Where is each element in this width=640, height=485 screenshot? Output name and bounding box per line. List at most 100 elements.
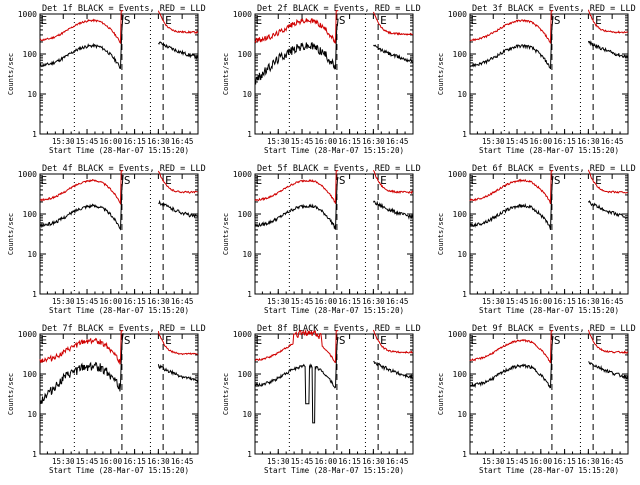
events-series-line-post bbox=[587, 40, 629, 59]
event-marker-S: S bbox=[124, 174, 131, 187]
x-tick-label: 16:15 bbox=[123, 137, 146, 146]
panel-title: Det 5f BLACK = Events, RED = LLD bbox=[257, 164, 421, 174]
x-axis-label: Start Time (28-Mar-07 15:15:20) bbox=[479, 306, 619, 315]
y-tick-label: 100 bbox=[453, 50, 468, 59]
events-series-line bbox=[469, 15, 554, 70]
x-tick-label: 16:15 bbox=[123, 297, 146, 306]
x-tick-label: 15:30 bbox=[482, 137, 505, 146]
y-tick-label: 1 bbox=[32, 290, 37, 299]
lld-series-line-post bbox=[587, 169, 628, 194]
y-tick-label: 1 bbox=[247, 450, 252, 459]
event-marker-E: E bbox=[255, 334, 262, 347]
event-marker-E: E bbox=[470, 334, 477, 347]
event-marker-E: E bbox=[595, 334, 602, 347]
lld-series-line bbox=[469, 10, 554, 44]
x-tick-label: 16:45 bbox=[601, 137, 624, 146]
y-tick-label: 10 bbox=[27, 410, 37, 419]
x-tick-label: 15:45 bbox=[291, 137, 314, 146]
panel-title: Det 6f BLACK = Events, RED = LLD bbox=[472, 164, 636, 174]
y-tick-label: 10 bbox=[27, 250, 37, 259]
x-tick-label: 16:45 bbox=[171, 297, 194, 306]
y-tick-label: 1000 bbox=[18, 170, 37, 179]
lld-series-line-post bbox=[157, 10, 199, 34]
panel-title: Det 3f BLACK = Events, RED = LLD bbox=[472, 4, 636, 14]
event-marker-S: S bbox=[124, 334, 131, 347]
lld-series-line bbox=[39, 330, 124, 365]
x-tick-label: 16:15 bbox=[123, 457, 146, 466]
x-tick-label: 16:15 bbox=[338, 137, 361, 146]
event-marker-E: E bbox=[40, 174, 47, 187]
detector-panel-2: Det 2f BLACK = Events, RED = LLD Counts/s… bbox=[222, 4, 421, 155]
y-tick-label: 10 bbox=[457, 250, 467, 259]
panel-title: Det 9f BLACK = Events, RED = LLD bbox=[472, 324, 636, 334]
y-axis-label: Counts/sec bbox=[7, 213, 15, 255]
x-tick-label: 16:45 bbox=[171, 457, 194, 466]
lld-series-line-post bbox=[372, 11, 413, 36]
x-tick-label: 15:30 bbox=[267, 297, 290, 306]
events-series-line bbox=[254, 176, 339, 230]
event-marker-E: E bbox=[165, 14, 172, 27]
x-tick-label: 16:30 bbox=[577, 457, 600, 466]
y-tick-label: 100 bbox=[23, 370, 38, 379]
panel-title: Det 4f BLACK = Events, RED = LLD bbox=[42, 164, 206, 174]
x-tick-label: 16:15 bbox=[553, 137, 576, 146]
events-series-line bbox=[39, 333, 124, 404]
x-tick-label: 16:00 bbox=[100, 297, 123, 306]
x-tick-label: 15:45 bbox=[76, 297, 99, 306]
panel-title: Det 2f BLACK = Events, RED = LLD bbox=[257, 4, 421, 14]
y-tick-label: 10 bbox=[242, 250, 252, 259]
events-series-line-post bbox=[373, 44, 414, 64]
detector-panel-5: Det 5f BLACK = Events, RED = LLD Counts/s… bbox=[222, 164, 421, 315]
event-marker-S: S bbox=[339, 334, 346, 347]
x-tick-label: 15:30 bbox=[52, 457, 75, 466]
events-series-line-post bbox=[372, 200, 414, 220]
event-marker-S: S bbox=[554, 334, 561, 347]
x-tick-label: 16:45 bbox=[601, 297, 624, 306]
event-marker-E: E bbox=[165, 174, 172, 187]
x-axis-label: Start Time (28-Mar-07 15:15:20) bbox=[264, 306, 404, 315]
events-series-line bbox=[254, 18, 339, 85]
lld-series-line-post bbox=[157, 170, 198, 194]
x-tick-label: 15:45 bbox=[506, 297, 529, 306]
lld-series-line-post bbox=[157, 331, 199, 356]
detector-panel-8: Det 8f BLACK = Events, RED = LLD Counts/s… bbox=[222, 324, 421, 475]
x-tick-label: 16:15 bbox=[338, 457, 361, 466]
y-tick-label: 100 bbox=[238, 210, 253, 219]
x-tick-label: 15:30 bbox=[482, 297, 505, 306]
y-tick-label: 100 bbox=[23, 50, 38, 59]
y-tick-label: 100 bbox=[453, 210, 468, 219]
y-tick-label: 1 bbox=[462, 130, 467, 139]
x-tick-label: 15:30 bbox=[52, 297, 75, 306]
x-tick-label: 16:00 bbox=[315, 297, 338, 306]
x-tick-label: 15:45 bbox=[76, 457, 99, 466]
y-tick-label: 100 bbox=[238, 50, 253, 59]
y-axis-label: Counts/sec bbox=[437, 373, 445, 415]
x-tick-label: 16:00 bbox=[100, 137, 123, 146]
x-tick-label: 16:30 bbox=[362, 297, 385, 306]
x-tick-label: 16:30 bbox=[577, 297, 600, 306]
x-tick-label: 16:30 bbox=[147, 137, 170, 146]
x-tick-label: 16:30 bbox=[362, 137, 385, 146]
event-marker-S: S bbox=[124, 14, 131, 27]
x-tick-label: 16:00 bbox=[315, 137, 338, 146]
x-tick-label: 16:45 bbox=[386, 137, 409, 146]
x-tick-label: 16:45 bbox=[386, 457, 409, 466]
x-tick-label: 15:30 bbox=[52, 137, 75, 146]
y-tick-label: 10 bbox=[242, 90, 252, 99]
x-tick-label: 16:00 bbox=[530, 297, 553, 306]
event-marker-E: E bbox=[380, 334, 387, 347]
y-tick-label: 1 bbox=[462, 290, 467, 299]
events-series-line bbox=[469, 176, 554, 231]
x-tick-label: 15:30 bbox=[482, 457, 505, 466]
events-series-line-post bbox=[158, 199, 198, 219]
x-tick-label: 15:45 bbox=[291, 297, 314, 306]
y-tick-label: 100 bbox=[238, 370, 253, 379]
event-marker-E: E bbox=[470, 174, 477, 187]
panel-title: Det 8f BLACK = Events, RED = LLD bbox=[257, 324, 421, 334]
y-axis-label: Counts/sec bbox=[7, 373, 15, 415]
event-marker-E: E bbox=[165, 334, 172, 347]
lld-series-line-post bbox=[587, 9, 629, 34]
y-tick-label: 1000 bbox=[448, 330, 467, 339]
